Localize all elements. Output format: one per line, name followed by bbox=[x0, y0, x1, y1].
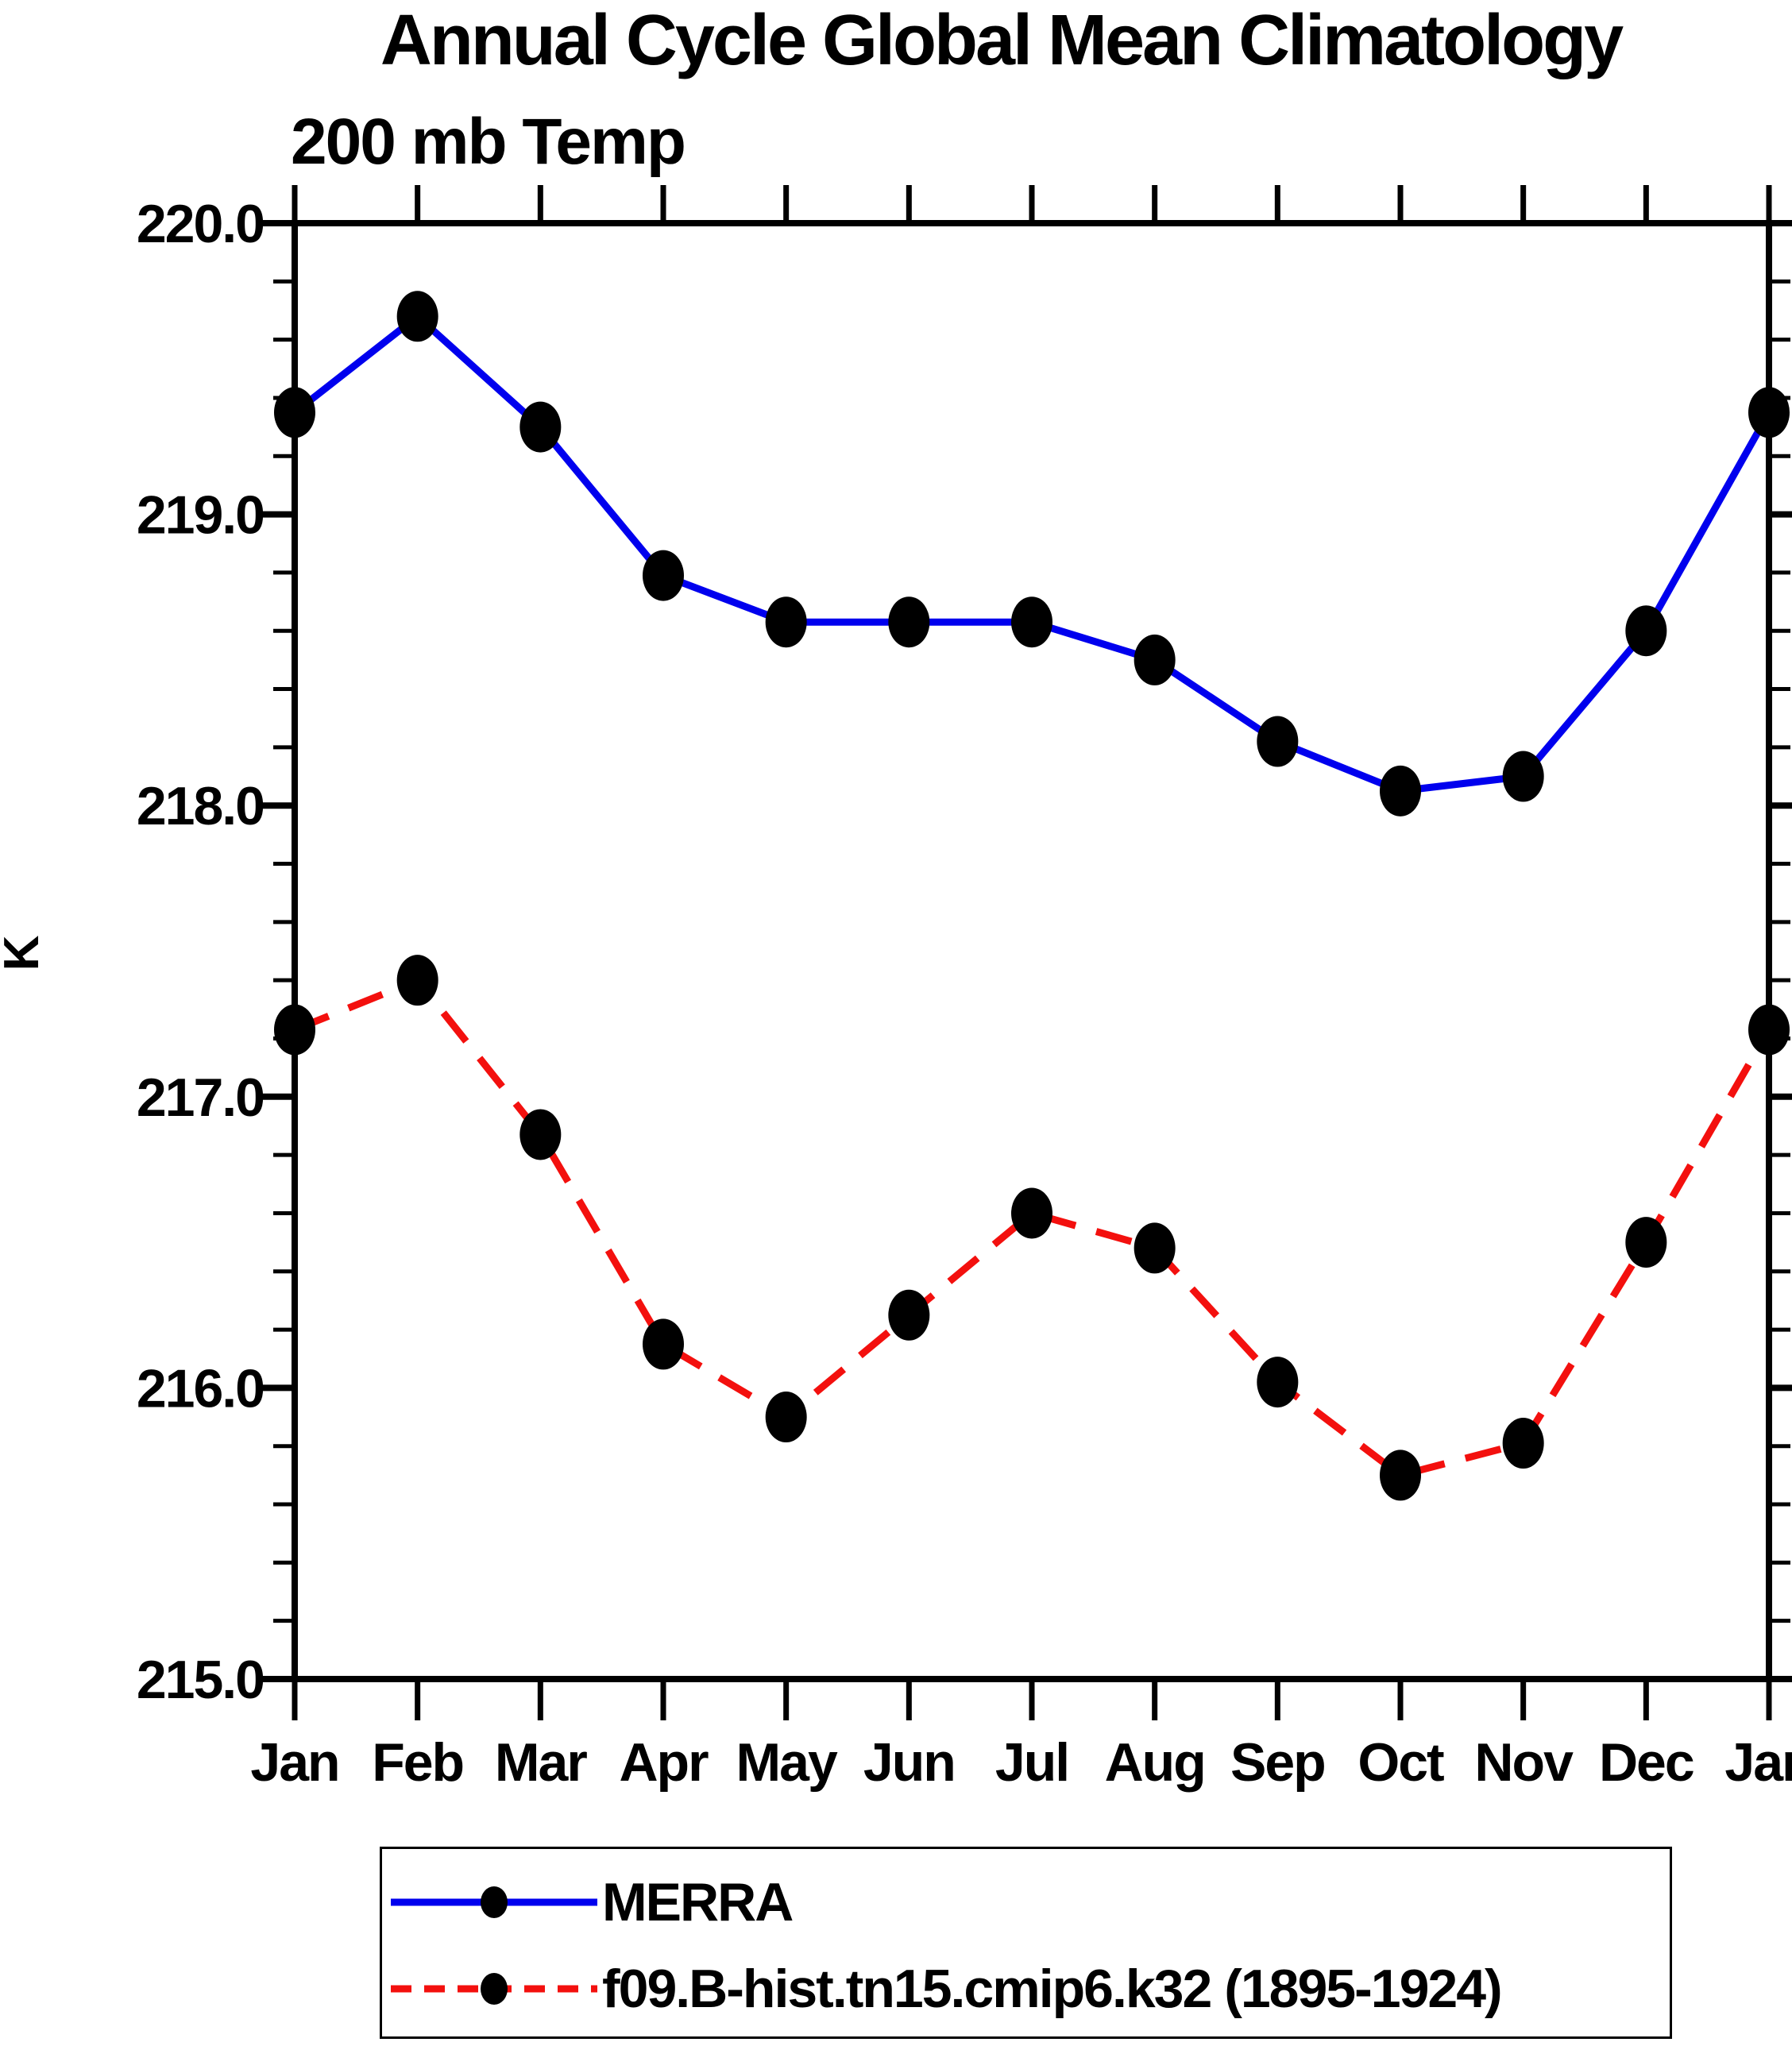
data-point-marker bbox=[519, 401, 562, 453]
x-tick-label: Mar bbox=[495, 1732, 587, 1793]
x-tick-label: May bbox=[736, 1732, 838, 1793]
x-tick-label: Jan bbox=[250, 1732, 338, 1793]
data-point-marker bbox=[1011, 1187, 1052, 1239]
x-tick-label: Jan bbox=[1724, 1732, 1792, 1793]
x-tick-label: Dec bbox=[1599, 1732, 1694, 1793]
data-point-marker bbox=[1502, 1418, 1544, 1469]
y-tick-label: 219.0 bbox=[137, 485, 264, 546]
y-tick-label: 220.0 bbox=[137, 194, 264, 254]
y-tick-label: 217.0 bbox=[137, 1067, 264, 1128]
series-line-0 bbox=[292, 311, 1772, 795]
legend-box: MERRA f09.B-hist.tn15.cmip6.k32 (1895-19… bbox=[380, 1847, 1672, 2039]
data-point-marker bbox=[1257, 716, 1299, 767]
x-tick-label: Nov bbox=[1474, 1732, 1574, 1793]
data-point-marker bbox=[274, 387, 315, 438]
x-tick-label: Apr bbox=[619, 1732, 709, 1793]
data-point-marker bbox=[643, 1318, 684, 1370]
plot-border bbox=[292, 220, 1772, 1682]
y-tick-label: 215.0 bbox=[137, 1650, 264, 1710]
data-point-marker bbox=[519, 1109, 562, 1160]
data-point-marker bbox=[396, 291, 438, 342]
y-tick-label: 218.0 bbox=[137, 776, 264, 836]
x-tick-label: Sep bbox=[1230, 1732, 1325, 1793]
legend-label-merra: MERRA bbox=[602, 1872, 794, 1932]
x-tick-label: Jun bbox=[863, 1732, 955, 1793]
data-point-marker bbox=[396, 955, 438, 1006]
x-tick-label: Feb bbox=[372, 1732, 463, 1793]
legend-label-model: f09.B-hist.tn15.cmip6.k32 (1895-1924) bbox=[602, 1959, 1503, 2019]
data-point-marker bbox=[765, 596, 807, 648]
data-point-marker bbox=[1134, 634, 1176, 685]
legend-marker-1 bbox=[481, 1973, 508, 2005]
data-point-marker bbox=[1748, 1004, 1790, 1056]
data-point-marker bbox=[274, 1004, 315, 1056]
data-point-marker bbox=[1257, 1357, 1299, 1408]
x-tick-label: Oct bbox=[1358, 1732, 1444, 1793]
data-point-marker bbox=[1625, 605, 1667, 657]
data-point-marker bbox=[1625, 1217, 1667, 1268]
data-point-marker bbox=[643, 550, 684, 601]
legend-sample-model bbox=[391, 1973, 597, 2005]
chart-subtitle: 200 mb Temp bbox=[291, 106, 686, 178]
data-point-marker bbox=[1134, 1222, 1176, 1274]
legend-marker-0 bbox=[481, 1886, 508, 1918]
data-point-marker bbox=[888, 1289, 930, 1341]
x-tick-label: Aug bbox=[1105, 1732, 1205, 1793]
legend-sample-merra bbox=[391, 1886, 597, 1918]
data-point-marker bbox=[765, 1392, 807, 1443]
data-point-marker bbox=[1011, 596, 1052, 648]
x-tick-label: Jul bbox=[995, 1732, 1068, 1793]
data-point-marker bbox=[1380, 765, 1421, 816]
data-point-marker bbox=[1502, 751, 1544, 802]
y-tick-label: 216.0 bbox=[137, 1358, 264, 1419]
data-point-marker bbox=[1380, 1450, 1421, 1501]
chart-title: Annual Cycle Global Mean Climatology bbox=[380, 1, 1624, 80]
data-point-marker bbox=[888, 596, 930, 648]
data-point-marker bbox=[1748, 387, 1790, 438]
